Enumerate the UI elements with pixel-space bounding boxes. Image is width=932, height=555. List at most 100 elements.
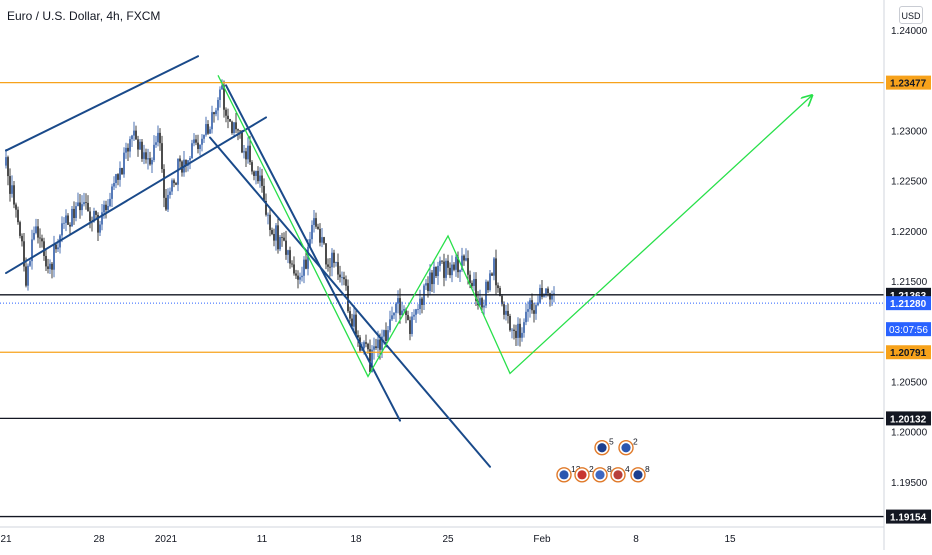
event-badge[interactable]: 2 bbox=[574, 464, 594, 483]
candle bbox=[283, 232, 285, 242]
candle bbox=[291, 260, 293, 268]
price-tag-current-price[interactable]: 1.21280 03:07:56 bbox=[886, 296, 931, 337]
candle bbox=[215, 107, 217, 117]
candle bbox=[331, 248, 333, 277]
event-badge[interactable]: 2 bbox=[618, 437, 638, 456]
candle bbox=[175, 181, 177, 186]
candle bbox=[295, 269, 297, 280]
candle bbox=[203, 134, 205, 144]
candle bbox=[429, 264, 431, 295]
candle bbox=[51, 261, 53, 279]
projection-path[interactable] bbox=[217, 74, 812, 378]
candle bbox=[411, 311, 413, 337]
candle bbox=[421, 296, 423, 314]
candle bbox=[177, 158, 179, 192]
candle bbox=[151, 157, 153, 173]
candle bbox=[159, 128, 161, 151]
candle bbox=[83, 192, 85, 207]
event-badge[interactable]: 12 bbox=[556, 464, 581, 483]
candle bbox=[513, 324, 515, 340]
candle bbox=[265, 193, 267, 217]
candle bbox=[241, 130, 243, 154]
candle bbox=[65, 209, 67, 232]
candle bbox=[309, 231, 311, 248]
candle bbox=[525, 303, 527, 326]
price-tag-label: 1.21280 bbox=[890, 299, 927, 310]
candle bbox=[473, 272, 475, 291]
event-badge[interactable]: 5 bbox=[594, 437, 614, 456]
candle bbox=[53, 235, 55, 278]
candle bbox=[127, 143, 129, 162]
candle bbox=[415, 308, 417, 323]
candle bbox=[61, 216, 63, 243]
trendline-rising-channel-lower[interactable] bbox=[5, 116, 267, 275]
event-badge[interactable]: 8 bbox=[592, 464, 612, 483]
candle bbox=[77, 192, 79, 207]
candle bbox=[423, 283, 425, 311]
candle bbox=[327, 258, 329, 272]
candle bbox=[257, 166, 259, 184]
trendline-falling-channel-upper[interactable] bbox=[225, 84, 401, 422]
candle bbox=[71, 206, 73, 227]
candle bbox=[277, 218, 279, 254]
candle bbox=[443, 253, 445, 287]
candle bbox=[279, 234, 281, 252]
candle bbox=[537, 295, 539, 307]
y-tick-label: 1.21500 bbox=[891, 277, 928, 288]
y-tick-label: 1.20500 bbox=[891, 377, 928, 388]
candle bbox=[391, 306, 393, 321]
candle bbox=[81, 195, 83, 216]
event-badge-count: 8 bbox=[607, 464, 612, 474]
candlestick-series bbox=[5, 79, 555, 374]
candle bbox=[529, 297, 531, 318]
price-tag-support-bottom[interactable]: 1.19154 bbox=[886, 509, 931, 524]
candle bbox=[75, 202, 77, 222]
candle bbox=[375, 338, 377, 351]
candle bbox=[119, 161, 121, 187]
candle bbox=[263, 178, 265, 202]
candle bbox=[409, 316, 411, 341]
candle bbox=[69, 222, 71, 236]
trendline-rising-channel-upper[interactable] bbox=[5, 55, 199, 152]
candle bbox=[401, 301, 403, 316]
x-tick-label: 28 bbox=[93, 534, 105, 545]
candle bbox=[479, 289, 481, 307]
candle bbox=[493, 257, 495, 281]
candle bbox=[19, 220, 21, 239]
candle bbox=[201, 134, 203, 152]
x-tick-label: 18 bbox=[350, 534, 362, 545]
price-tag-support-mid[interactable]: 1.20791 bbox=[886, 345, 931, 360]
candle bbox=[63, 217, 65, 229]
candle bbox=[231, 120, 233, 135]
candle bbox=[285, 230, 287, 260]
candle bbox=[111, 183, 113, 208]
currency-button[interactable]: USD bbox=[899, 6, 923, 24]
candle bbox=[139, 139, 141, 151]
candle bbox=[435, 266, 437, 279]
price-tag-resistance[interactable]: 1.23477 bbox=[886, 75, 931, 90]
event-badge[interactable]: 4 bbox=[610, 464, 630, 483]
candle bbox=[55, 242, 57, 253]
event-badge[interactable]: 8 bbox=[630, 464, 650, 483]
plot-area[interactable] bbox=[0, 55, 884, 518]
candle bbox=[113, 176, 115, 191]
candle bbox=[541, 280, 543, 300]
candle bbox=[433, 259, 435, 294]
candle bbox=[187, 160, 189, 172]
candle bbox=[191, 139, 193, 159]
candle bbox=[73, 201, 75, 225]
candle bbox=[15, 202, 17, 218]
candle bbox=[545, 288, 547, 298]
candle bbox=[5, 148, 7, 169]
price-tag-support-low[interactable]: 1.20132 bbox=[886, 411, 931, 426]
candle bbox=[131, 134, 133, 147]
candle bbox=[195, 134, 197, 146]
candle bbox=[527, 301, 529, 322]
candle bbox=[169, 187, 171, 199]
event-badge-count: 8 bbox=[645, 464, 650, 474]
candle bbox=[17, 206, 19, 225]
trendline-falling-channel-lower[interactable] bbox=[209, 136, 491, 468]
candle bbox=[439, 256, 441, 272]
